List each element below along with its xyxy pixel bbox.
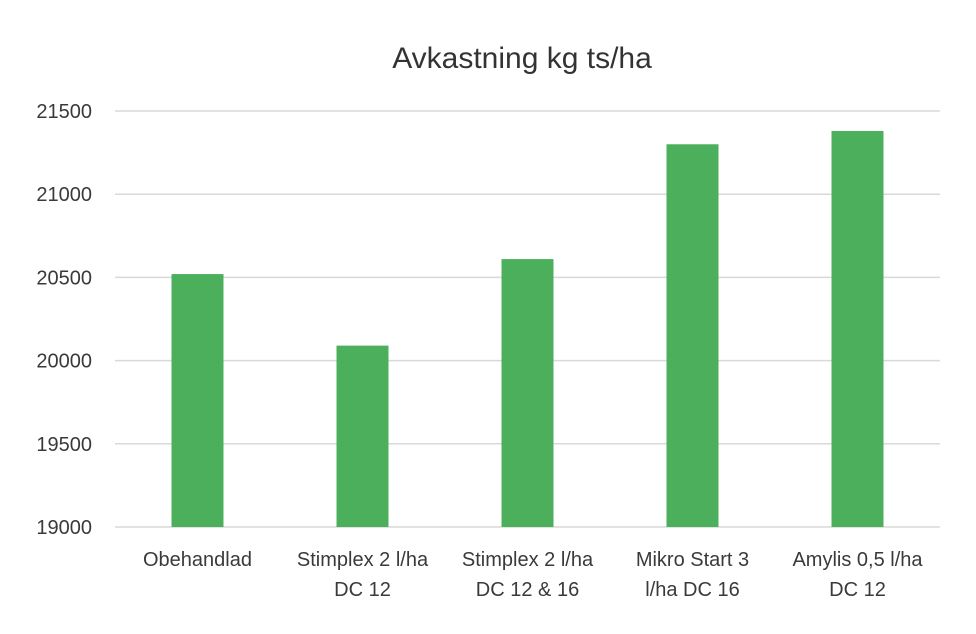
x-category-label: l/ha DC 16 — [645, 579, 740, 601]
x-category-label: Amylis 0,5 l/ha — [792, 549, 923, 571]
x-category-label: DC 12 & 16 — [476, 579, 579, 601]
x-category-label: DC 12 — [829, 579, 886, 601]
y-tick-label: 20500 — [36, 267, 92, 289]
y-tick-label: 20000 — [36, 351, 92, 373]
y-tick-label: 19500 — [36, 434, 92, 456]
bars — [171, 130, 884, 527]
y-axis-ticks: 21500 21000 20500 20000 19500 19000 — [36, 101, 92, 539]
x-category-label: Obehandlad — [143, 549, 252, 571]
bar — [831, 130, 884, 527]
bar — [501, 259, 554, 527]
bar — [666, 144, 719, 527]
y-tick-label: 21000 — [36, 184, 92, 206]
chart-title: Avkastning kg ts/ha — [392, 42, 652, 75]
x-category-label: Stimplex 2 l/ha — [297, 549, 429, 571]
x-category-label: Stimplex 2 l/ha — [462, 549, 594, 571]
bar — [171, 274, 224, 527]
y-tick-label: 19000 — [36, 517, 92, 539]
x-axis-labels: Obehandlad Stimplex 2 l/ha DC 12 Stimplex 2… — [143, 549, 923, 601]
y-tick-label: 21500 — [36, 101, 92, 123]
x-category-label: Mikro Start 3 — [636, 549, 749, 571]
x-category-label: DC 12 — [334, 579, 391, 601]
bar — [336, 345, 389, 527]
